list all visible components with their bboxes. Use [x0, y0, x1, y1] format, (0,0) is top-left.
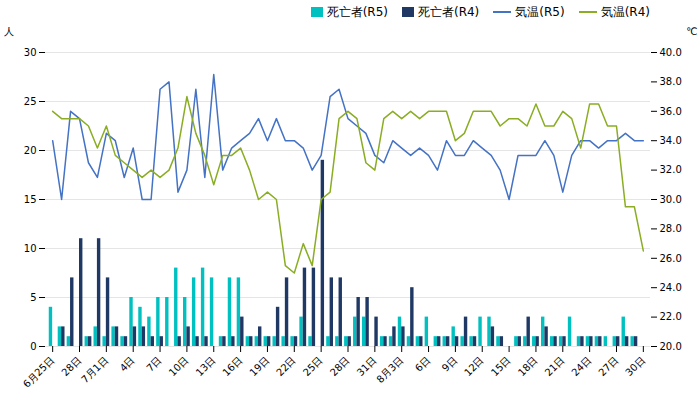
svg-text:5: 5 [30, 292, 36, 303]
svg-text:8月3日: 8月3日 [374, 354, 405, 385]
html-text:気温(R4): 気温(R4) [600, 4, 650, 19]
svg-text:18日: 18日 [516, 354, 540, 378]
svg-text:16日: 16日 [220, 354, 244, 378]
svg-text:人: 人 [4, 26, 14, 37]
svg-text:30.0: 30.0 [660, 194, 682, 205]
svg-text:9日: 9日 [440, 354, 459, 373]
svg-text:28.0: 28.0 [660, 223, 682, 234]
svg-text:6日: 6日 [413, 354, 432, 373]
svg-text:℃: ℃ [686, 26, 697, 37]
svg-text:28日: 28日 [59, 354, 83, 378]
svg-text:26.0: 26.0 [660, 253, 682, 264]
svg-text:40.0: 40.0 [660, 47, 682, 58]
svg-text:7日: 7日 [144, 354, 163, 373]
svg-text:34.0: 34.0 [660, 135, 682, 146]
svg-text:7月1日: 7月1日 [79, 354, 110, 385]
svg-text:15日: 15日 [489, 354, 513, 378]
svg-text:12日: 12日 [462, 354, 486, 378]
html-text:死亡者(R5): 死亡者(R5) [326, 4, 388, 19]
svg-text:24.0: 24.0 [660, 282, 682, 293]
svg-text:28日: 28日 [328, 354, 352, 378]
svg-text:38.0: 38.0 [660, 76, 682, 87]
svg-text:4日: 4日 [118, 354, 137, 373]
svg-text:21日: 21日 [543, 354, 567, 378]
svg-text:0: 0 [30, 341, 36, 352]
svg-text:27日: 27日 [596, 354, 620, 378]
svg-text:10日: 10日 [167, 354, 191, 378]
svg-text:20: 20 [24, 145, 37, 156]
svg-text:22日: 22日 [274, 354, 298, 378]
svg-text:25日: 25日 [301, 354, 325, 378]
html-text:死亡者(R4): 死亡者(R4) [418, 4, 480, 19]
svg-text:13日: 13日 [194, 354, 218, 378]
svg-text:15: 15 [24, 194, 37, 205]
svg-text:10: 10 [24, 243, 37, 254]
svg-text:31日: 31日 [355, 354, 379, 378]
svg-text:22.0: 22.0 [660, 311, 682, 322]
svg-text:20.0: 20.0 [660, 341, 682, 352]
svg-text:6月25日: 6月25日 [21, 354, 56, 389]
svg-text:24日: 24日 [569, 354, 593, 378]
svg-text:19日: 19日 [247, 354, 271, 378]
html-text:気温(R5): 気温(R5) [515, 4, 565, 19]
svg-text:30: 30 [24, 47, 37, 58]
svg-text:36.0: 36.0 [660, 106, 682, 117]
svg-text:30日: 30日 [623, 354, 647, 378]
svg-text:32.0: 32.0 [660, 164, 682, 175]
svg-text:25: 25 [24, 96, 37, 107]
